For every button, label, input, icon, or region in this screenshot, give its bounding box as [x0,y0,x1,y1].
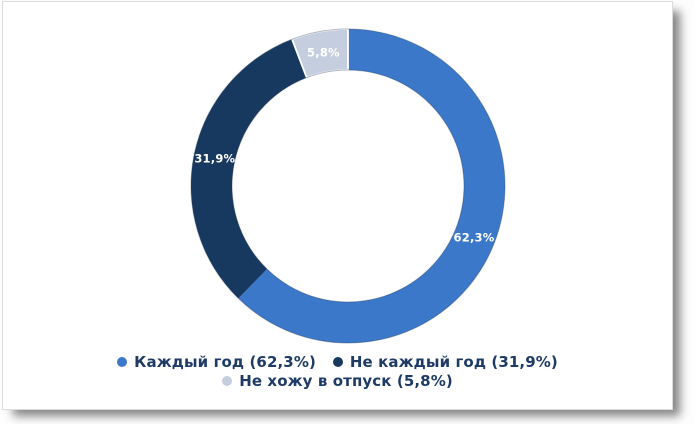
donut-slice-3 [290,28,349,79]
legend-row-2: Не хожу в отпуск (5,8%) [222,372,453,390]
legend-bullet-icon [222,376,233,386]
donut-inner-rim [231,69,465,303]
donut-slice-2 [191,39,307,299]
chart-legend: Каждый год (62,3%) Не каждый год (31,9%) Н… [3,353,672,390]
legend-item-2: Не каждый год (31,9%) [332,353,558,371]
chart-card: 62,3% 31,9% 5,8% Каждый год (62,3%) Не кажд… [2,1,673,410]
legend-bullet-icon [332,357,343,367]
legend-item-3: Не хожу в отпуск (5,8%) [222,372,453,390]
legend-row-1: Каждый год (62,3%) Не каждый год (31,9%) [117,353,558,371]
legend-item-label: Каждый год (62,3%) [134,353,316,371]
donut-outer-rim [190,28,506,344]
slice-value-label-1: 62,3% [454,230,495,244]
legend-item-label: Не хожу в отпуск (5,8%) [239,372,453,390]
slice-value-label-2: 31,9% [194,152,235,166]
legend-item-label: Не каждый год (31,9%) [349,353,558,371]
donut-slice-1 [238,29,506,343]
donut-chart: 62,3% 31,9% 5,8% [190,28,506,344]
legend-item-1: Каждый год (62,3%) [117,353,316,371]
legend-bullet-icon [117,357,128,367]
slice-value-label-3: 5,8% [307,45,340,59]
